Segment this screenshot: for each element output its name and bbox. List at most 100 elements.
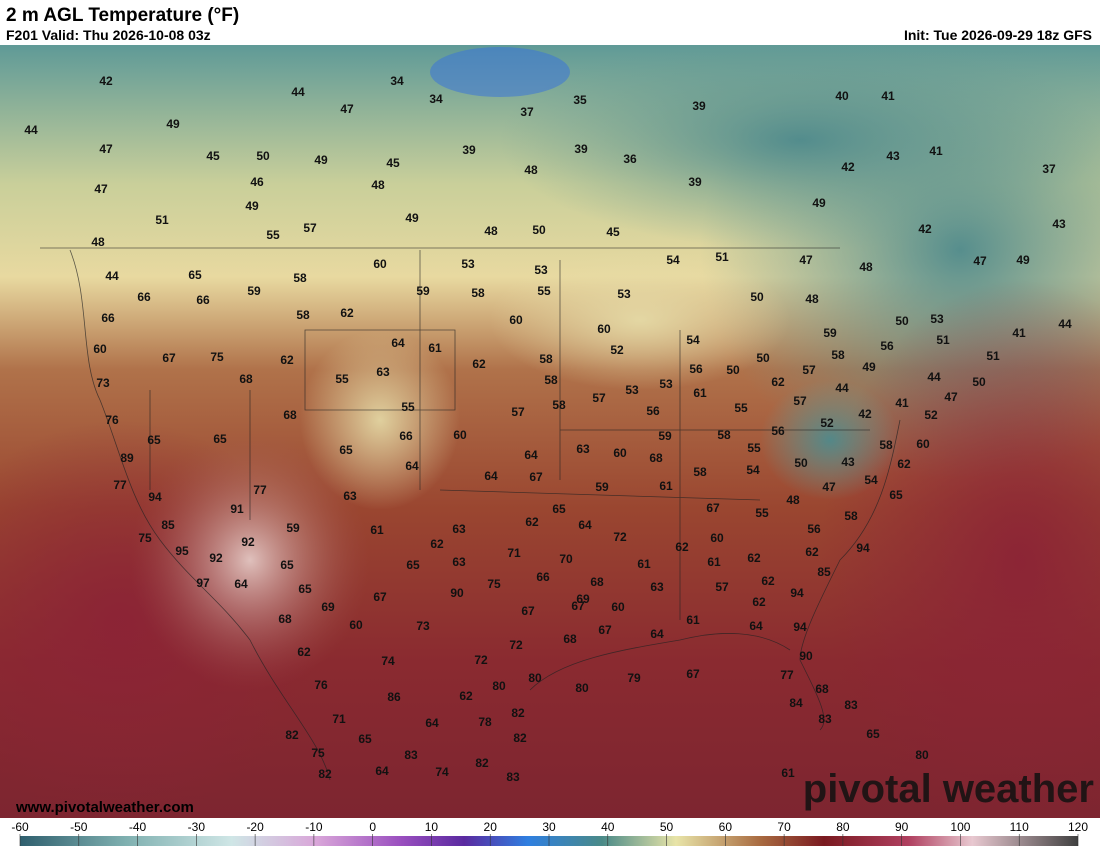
temperature-label: 53 [930,312,944,326]
temperature-label: 64 [650,627,664,641]
temperature-label: 76 [105,413,119,427]
colorbar-tick-label: -10 [305,820,323,834]
temperature-label: 95 [175,544,189,558]
temperature-label: 86 [387,690,401,704]
temperature-label: 61 [428,341,442,355]
temperature-label: 58 [693,465,707,479]
temperature-label: 66 [137,290,151,304]
temperature-label: 67 [162,351,176,365]
temperature-label: 58 [471,286,485,300]
temperature-label: 83 [844,698,858,712]
temperature-label: 65 [339,443,353,457]
temperature-label: 72 [613,530,627,544]
temperature-label: 59 [247,284,261,298]
temperature-label: 47 [973,254,987,268]
temperature-label: 56 [807,522,821,536]
temperature-label: 60 [349,618,363,632]
temperature-label: 73 [96,376,110,390]
colorbar-tick-label: 40 [601,820,615,834]
temperature-label: 65 [298,582,312,596]
temperature-label: 58 [844,509,858,523]
temperature-label: 50 [256,149,270,163]
temperature-label: 42 [99,74,113,88]
temperature-label: 61 [686,613,700,627]
temperature-label: 50 [794,456,808,470]
temperature-label: 65 [552,502,566,516]
temperature-label: 97 [196,576,210,590]
temperature-label: 58 [539,352,553,366]
temperature-label: 48 [484,224,498,238]
colorbar-tick-label: 0 [369,820,376,834]
temperature-label: 82 [318,767,332,781]
temperature-label: 71 [507,546,521,560]
temperature-label: 51 [936,333,950,347]
temperature-label: 68 [239,372,253,386]
temperature-label: 83 [818,712,832,726]
temperature-label: 59 [823,326,837,340]
temperature-label: 39 [574,142,588,156]
temperature-label: 47 [799,253,813,267]
colorbar-tick-label: -50 [70,820,88,834]
temperature-label: 89 [120,451,134,465]
temperature-label: 61 [781,766,795,780]
temperature-label: 75 [138,531,152,545]
temperature-label: 56 [646,404,660,418]
temperature-label: 68 [283,408,297,422]
temperature-label: 48 [786,493,800,507]
temperature-label: 57 [802,363,816,377]
temperature-label: 85 [161,518,175,532]
temperature-label: 47 [822,480,836,494]
temperature-label: 82 [511,706,525,720]
temperature-label: 75 [487,577,501,591]
temperature-label: 48 [524,163,538,177]
temperature-label: 52 [924,408,938,422]
temperature-label: 39 [462,143,476,157]
temperature-label: 62 [752,595,766,609]
temperature-label: 70 [559,552,573,566]
colorbar-tick-label: 70 [777,820,791,834]
temperature-label: 67 [373,590,387,604]
temperature-label: 73 [416,619,430,633]
colorbar-tick-label: 120 [1068,820,1088,834]
temperature-label: 67 [706,501,720,515]
temperature-label: 65 [147,433,161,447]
temperature-label: 58 [879,438,893,452]
temperature-label: 64 [405,459,419,473]
temperature-label: 77 [113,478,127,492]
temperature-label: 80 [528,671,542,685]
temperature-label: 61 [707,555,721,569]
temperature-label: 60 [613,446,627,460]
temperature-label: 82 [285,728,299,742]
temperature-label: 41 [895,396,909,410]
temperature-labels: 42 44 34 34 47 37 35 39 40 41 44 49 47 45 50 49 45 39 39 36… [24,74,1072,784]
temperature-label: 67 [521,604,535,618]
temperature-label: 55 [401,400,415,414]
temperature-label: 47 [340,102,354,116]
temperature-label: 85 [817,565,831,579]
colorbar-tick-label: 100 [950,820,970,834]
temperature-label: 55 [266,228,280,242]
temperature-label: 40 [835,89,849,103]
temperature-label: 49 [314,153,328,167]
temperature-label: 90 [799,649,813,663]
temperature-label: 45 [606,225,620,239]
temperature-label: 53 [625,383,639,397]
colorbar-tick-label: 30 [542,820,556,834]
temperature-label: 69 [321,600,335,614]
temperature-label: 65 [188,268,202,282]
temperature-label: 47 [944,390,958,404]
temperature-label: 80 [575,681,589,695]
temperature-label: 42 [918,222,932,236]
temperature-label: 80 [915,748,929,762]
map-title: 2 m AGL Temperature (°F) [6,5,239,26]
temperature-label: 71 [332,712,346,726]
temperature-label: 77 [780,668,794,682]
watermark-url: www.pivotalweather.com [15,799,194,816]
temperature-label: 55 [747,441,761,455]
temperature-label: 45 [206,149,220,163]
temperature-label: 47 [94,182,108,196]
temperature-label: 83 [506,770,520,784]
colorbar-tick-label: -60 [11,820,29,834]
temperature-label: 50 [895,314,909,328]
temperature-label: 67 [598,623,612,637]
